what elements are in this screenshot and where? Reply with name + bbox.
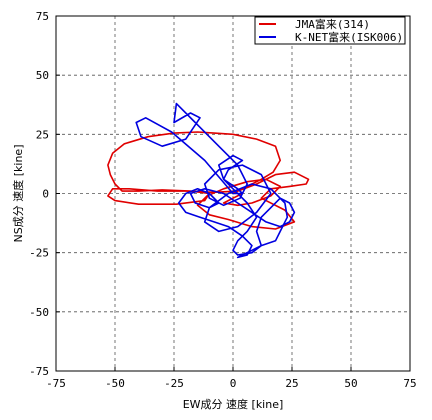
y-tick-label: 25 [36, 128, 49, 141]
y-axis-title: NS成分 速度 [kine] [11, 145, 25, 243]
x-axis-title: EW成分 速度 [kine] [183, 397, 284, 411]
series-layer [107, 102, 310, 259]
tick-layer: -75 -50 -25 0 25 50 75 -75 -50 -25 0 25 50 75 [29, 10, 417, 390]
x-tick-label: 75 [403, 377, 416, 390]
legend-label-jma: JMA富来(314) [295, 17, 370, 31]
series-jma-line [107, 131, 310, 230]
x-tick-label: -75 [46, 377, 66, 390]
y-tick-label: 50 [36, 69, 49, 82]
legend-box [254, 16, 406, 45]
legend: JMA富来(314) K-NET富来(ISK006) [254, 16, 406, 45]
x-tick-label: -25 [164, 377, 184, 390]
y-tick-label: 0 [42, 188, 49, 201]
legend-label-knet: K-NET富来(ISK006) [295, 30, 403, 44]
y-tick-label: -50 [29, 306, 49, 319]
x-tick-label: -50 [105, 377, 125, 390]
y-tick-label: 75 [36, 10, 49, 23]
series-knet-line [135, 102, 296, 259]
x-tick-label: 0 [230, 377, 237, 390]
x-tick-label: 50 [344, 377, 357, 390]
y-tick-label: -25 [29, 247, 49, 260]
x-tick-label: 25 [285, 377, 298, 390]
y-tick-label: -75 [29, 365, 49, 378]
